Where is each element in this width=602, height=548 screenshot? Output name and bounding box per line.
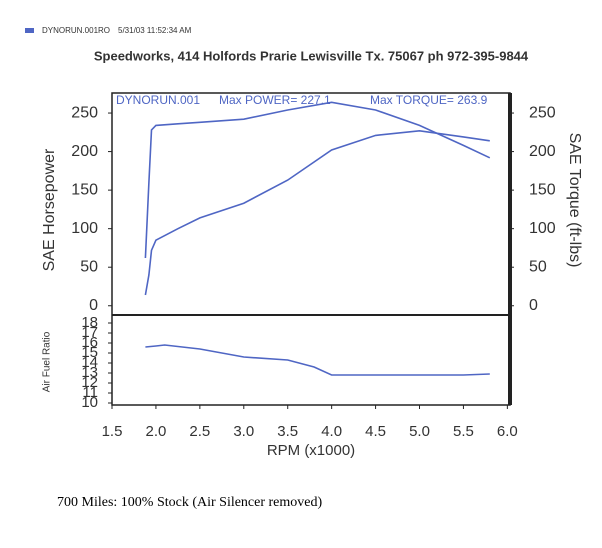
legend-icon [25,28,34,33]
annotation: DYNORUN.001 [116,93,200,107]
annotation: Max TORQUE= 263.9 [370,93,488,107]
y-tick-label: 17 [81,324,98,341]
y-tick-label: 50 [80,258,98,275]
y2-tick-label: 50 [529,258,547,275]
timestamp: 5/31/03 11:52:34 AM [118,26,192,35]
x-tick-label: 3.5 [277,423,298,440]
x-axis-title: RPM (x1000) [267,442,355,459]
y2-tick-label: 0 [529,297,538,314]
y-tick-label: 16 [81,334,98,351]
x-tick-label: 3.0 [233,423,254,440]
y-tick-label: 12 [81,374,98,391]
y-tick-label: 14 [81,354,98,371]
line [145,344,490,376]
y-tick-label: 100 [71,220,98,237]
y-tick-label: 0 [89,297,98,314]
x-tick-label: 2.0 [145,423,166,440]
x-tick-label: 4.0 [321,423,342,440]
y2-axis-title: SAE Torque (ft-lbs) [566,133,583,268]
legend-label: DYNORUN.001RO [42,26,110,35]
y-axis-title: SAE Horsepower [41,148,58,271]
y-tick-label: 13 [81,364,98,381]
y-tick-label: 15 [81,344,98,361]
y-tick-label: 11 [82,384,98,401]
line [144,101,491,259]
address: Speedworks, 414 Holfords Prarie Lewisvil… [94,48,529,63]
caption: 700 Miles: 100% Stock (Air Silencer remo… [57,495,323,510]
y2-tick-label: 200 [529,143,556,160]
y2-tick-label: 150 [529,181,556,198]
y-tick-label: 150 [71,181,98,198]
x-tick-label: 5.0 [409,423,430,440]
line [144,129,490,296]
y-tick-label: 250 [71,104,98,121]
x-tick-label: 4.5 [365,423,386,440]
y-axis-title: Air Fuel Ratio [42,331,53,392]
annotation: Max POWER= 227.1 [219,93,331,107]
x-tick-label: 6.0 [497,423,518,440]
y2-tick-label: 250 [529,104,556,121]
y-tick-label: 18 [81,314,98,331]
y-tick-label: 200 [71,143,98,160]
x-tick-label: 5.5 [453,423,474,440]
y2-tick-label: 100 [529,220,556,237]
y-tick-label: 10 [81,394,98,411]
x-tick-label: 1.5 [102,423,123,440]
x-tick-label: 2.5 [189,423,210,440]
